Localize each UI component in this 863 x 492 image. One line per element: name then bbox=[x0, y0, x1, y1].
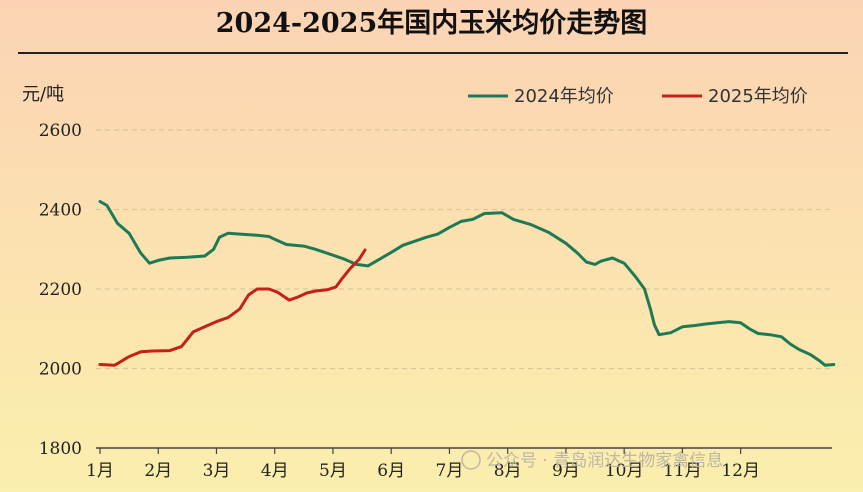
y-tick-label: 2000 bbox=[39, 360, 82, 380]
x-tick-label: 11月 bbox=[663, 461, 702, 481]
x-tick-label: 8月 bbox=[494, 461, 522, 481]
y-tick-label: 2200 bbox=[39, 280, 82, 300]
x-tick-label: 3月 bbox=[203, 461, 231, 481]
x-tick-label: 6月 bbox=[377, 461, 405, 481]
series-line-2 bbox=[98, 248, 367, 367]
legend-label-1: 2024年均价 bbox=[514, 86, 614, 107]
chart-title: 2024-2025年国内玉米均价走势图 bbox=[215, 8, 648, 39]
x-tick-label: 2月 bbox=[144, 461, 172, 481]
y-tick-label: 2600 bbox=[39, 121, 82, 141]
y-tick-label: 1800 bbox=[39, 439, 82, 459]
series-line-1 bbox=[98, 200, 836, 367]
wechat-icon bbox=[461, 450, 481, 470]
series-lines bbox=[98, 200, 836, 367]
x-tick-label: 12月 bbox=[721, 461, 760, 481]
x-tick-labels: 1月 2月 3月 4月 5月 6月 7月 8月 9月 10月 11月 12月 bbox=[86, 461, 760, 481]
y-tick-label: 2400 bbox=[39, 201, 82, 221]
x-tick-label: 7月 bbox=[436, 461, 464, 481]
x-tick-label: 5月 bbox=[319, 461, 347, 481]
legend-label-2: 2025年均价 bbox=[708, 86, 808, 107]
title-divider bbox=[18, 52, 848, 54]
y-axis-unit-label: 元/吨 bbox=[22, 84, 64, 105]
x-tick-label: 1月 bbox=[86, 461, 114, 481]
watermark-text: 公众号 · 青岛润达生物家禽信息 bbox=[486, 451, 723, 471]
x-tick-label: 9月 bbox=[552, 461, 580, 481]
x-ticks bbox=[99, 448, 742, 454]
x-tick-label: 10月 bbox=[605, 461, 644, 481]
legend: 2024年均价 2025年均价 bbox=[468, 86, 808, 107]
y-tick-labels: 1800 2000 2200 2400 2600 bbox=[39, 121, 82, 459]
watermark: 公众号 · 青岛润达生物家禽信息 bbox=[461, 450, 723, 471]
grid-lines bbox=[96, 129, 832, 370]
x-tick-label: 4月 bbox=[261, 461, 289, 481]
